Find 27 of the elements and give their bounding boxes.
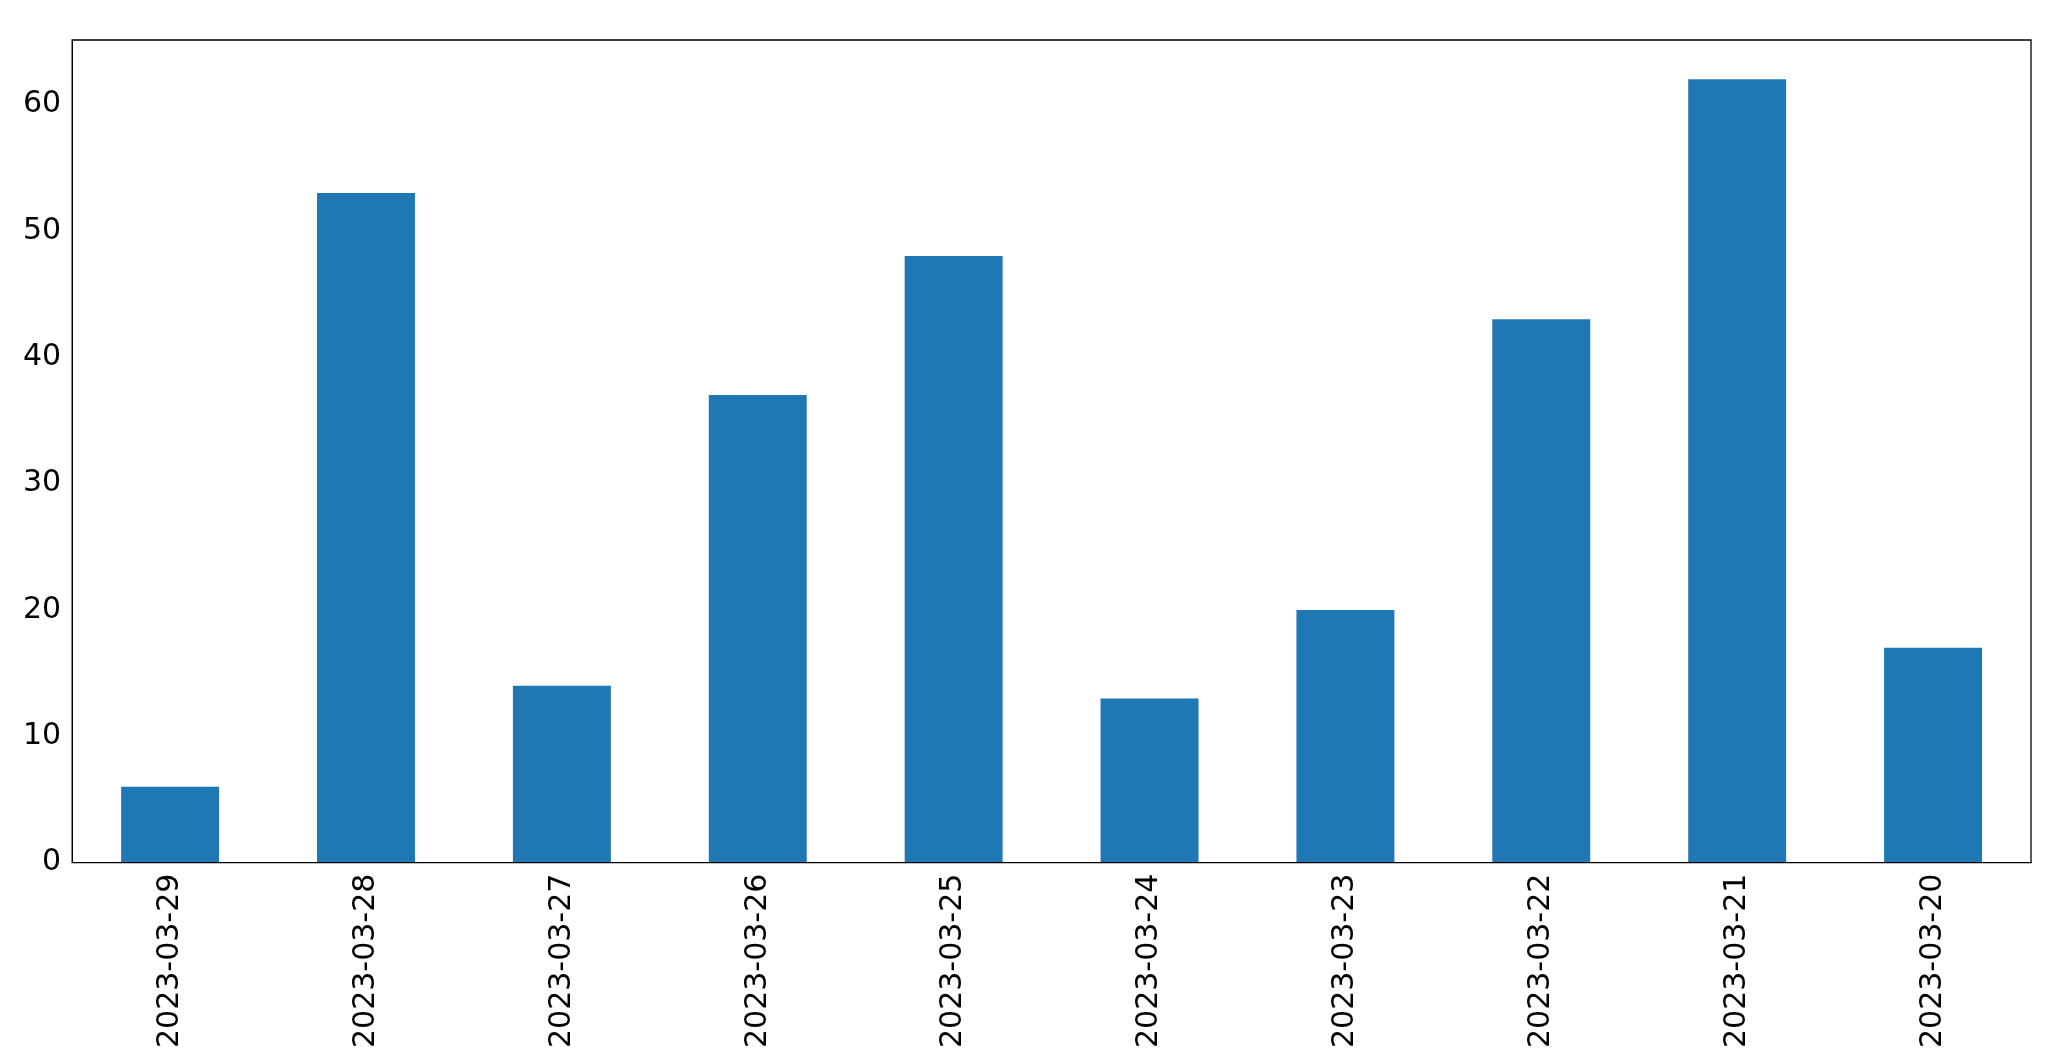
y-tick-label: 20	[22, 589, 62, 625]
x-tick-label: 2023-03-26	[737, 873, 773, 1049]
x-tick-label: 2023-03-20	[1912, 873, 1948, 1049]
x-tick-label: 2023-03-29	[149, 873, 185, 1049]
y-tick-label: 30	[22, 463, 62, 499]
y-tick-label: 0	[42, 842, 62, 878]
bar	[1492, 319, 1591, 863]
x-tick-label: 2023-03-25	[933, 873, 969, 1049]
bar	[708, 395, 807, 863]
bar	[512, 685, 611, 863]
bar	[1884, 647, 1983, 863]
x-tick-label: 2023-03-21	[1716, 873, 1752, 1049]
y-tick-label: 60	[22, 84, 62, 120]
bar	[1688, 79, 1787, 863]
y-tick-label: 50	[22, 210, 62, 246]
x-tick-label: 2023-03-23	[1325, 873, 1361, 1049]
x-tick-label: 2023-03-24	[1129, 873, 1165, 1049]
bar	[1296, 609, 1395, 863]
bar	[1100, 698, 1199, 863]
bar	[121, 786, 220, 863]
x-tick-label: 2023-03-22	[1521, 873, 1557, 1049]
x-tick-label: 2023-03-27	[541, 873, 577, 1049]
y-tick-label: 40	[22, 336, 62, 372]
bar	[317, 192, 415, 863]
x-tick-label: 2023-03-28	[345, 873, 381, 1049]
bar	[904, 256, 1003, 863]
y-tick-label: 10	[22, 716, 62, 752]
